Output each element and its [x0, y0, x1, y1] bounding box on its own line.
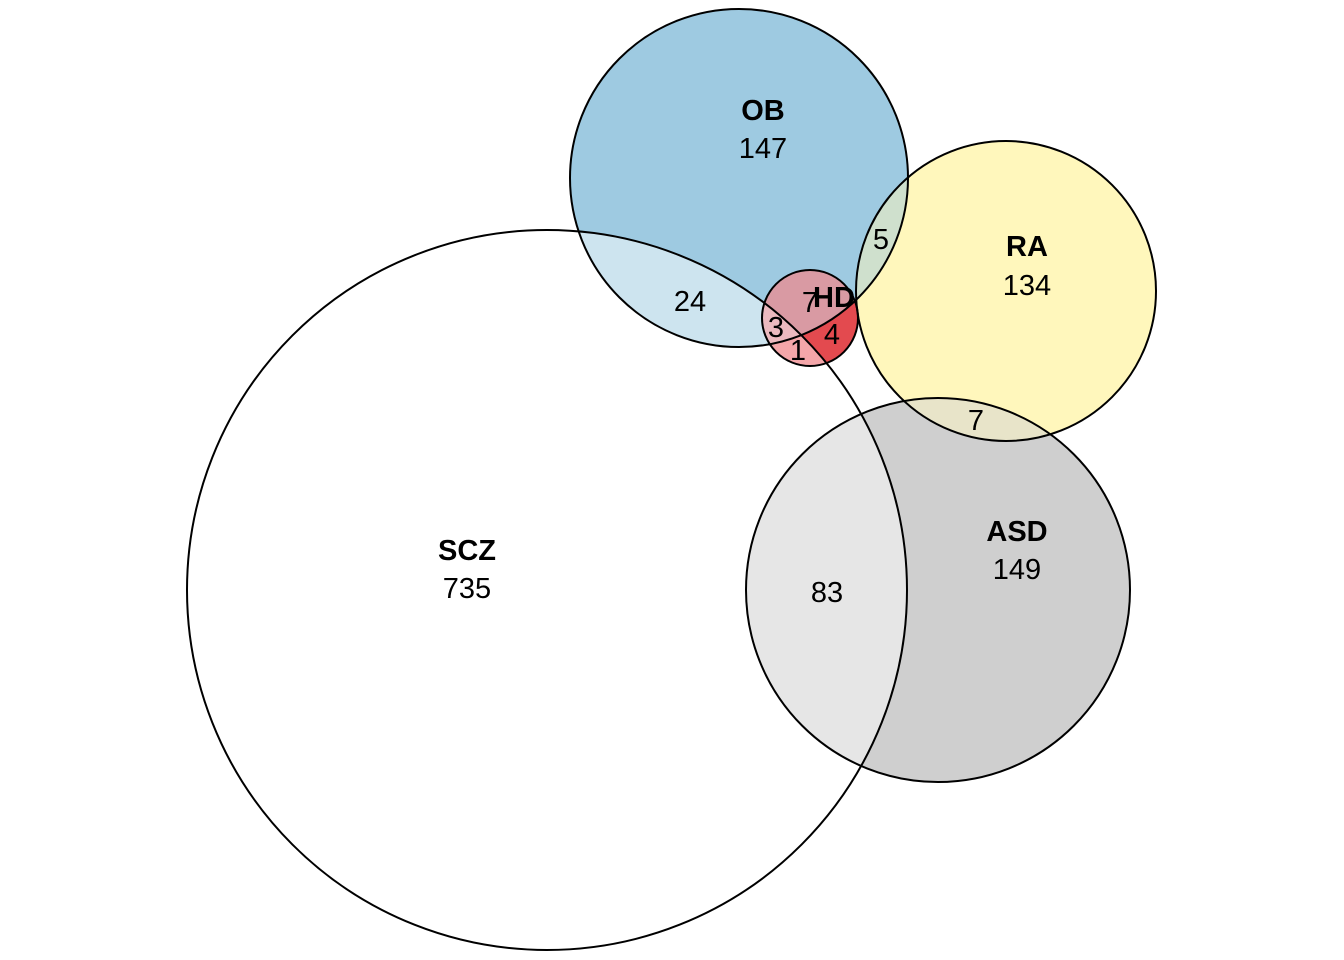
hd-count: 7	[802, 287, 818, 319]
scz-ob-count: 24	[674, 286, 706, 318]
ra-count: 134	[1003, 270, 1051, 302]
scz-hd-count: 1	[790, 335, 806, 367]
asd-label: ASD	[986, 516, 1047, 548]
ob-hd-count: 4	[824, 319, 840, 351]
scz-label: SCZ	[438, 535, 496, 567]
ob-ra-count: 5	[873, 224, 889, 256]
ra-outline	[855, 140, 1157, 442]
scz-fill	[187, 230, 907, 950]
scz-count: 735	[443, 573, 491, 605]
asd-outline	[745, 397, 1131, 783]
scz-asd-overlap-fill	[746, 398, 907, 782]
ob-count: 147	[739, 133, 787, 165]
ra-asd-count: 7	[968, 405, 984, 437]
ra-fill	[856, 141, 1156, 441]
hd-label: HD	[813, 282, 855, 314]
scz-ob-hd-count: 3	[768, 312, 784, 344]
ob-label: OB	[741, 95, 785, 127]
asd-count: 149	[993, 554, 1041, 586]
scz-outline	[186, 229, 908, 951]
hd-outline	[761, 269, 859, 367]
scz-asd-count: 83	[811, 577, 843, 609]
ra-label: RA	[1006, 231, 1048, 263]
